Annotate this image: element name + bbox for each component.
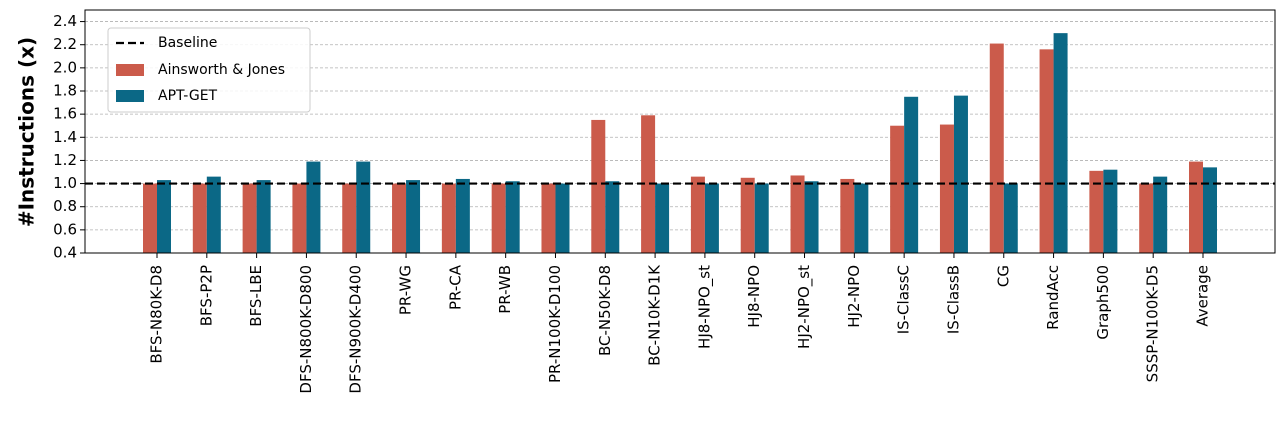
bar	[605, 181, 620, 253]
bar	[491, 183, 506, 253]
bar	[206, 176, 221, 253]
bar	[256, 180, 271, 253]
bar	[1139, 183, 1154, 253]
bar	[555, 183, 570, 253]
bar	[143, 183, 157, 253]
y-tick-label: 1.0	[53, 174, 77, 192]
bar	[292, 183, 307, 253]
x-tick-label: DFS-N900K-D400	[347, 265, 365, 394]
bar	[1053, 33, 1068, 254]
y-tick-label: 2.2	[53, 35, 77, 53]
y-tick-label: 1.6	[53, 105, 77, 123]
x-tick-label: IS-ClassB	[944, 265, 962, 334]
x-tick-label: CG	[994, 265, 1012, 287]
x-tick-label: HJ2-NPO_st	[795, 265, 814, 349]
legend-label: Ainsworth & Jones	[158, 62, 285, 78]
y-tick-label: 1.4	[53, 128, 77, 146]
bar	[655, 183, 670, 253]
legend-swatch	[116, 64, 144, 76]
bar	[406, 180, 421, 253]
x-tick-label: PR-N100K-D100	[546, 265, 564, 383]
bar	[505, 181, 520, 253]
x-tick-label: PR-CA	[446, 264, 464, 310]
bar	[1203, 167, 1217, 253]
x-tick-label: HJ2-NPO	[845, 265, 863, 328]
bar	[242, 183, 257, 253]
bar	[704, 183, 719, 253]
x-tick-label: BFS-N80K-D8	[148, 265, 166, 364]
bar	[541, 183, 556, 253]
bar	[890, 125, 905, 253]
bar	[740, 177, 755, 253]
y-tick-label: 0.8	[53, 197, 77, 215]
bar	[804, 181, 819, 253]
x-tick-label: PR-WG	[397, 265, 415, 315]
y-tick-label: 2.4	[53, 12, 77, 30]
bar	[1003, 183, 1018, 253]
x-tick-label: Average	[1194, 265, 1212, 327]
bar	[754, 183, 769, 253]
x-tick-label: BC-N10K-D1K	[646, 264, 664, 366]
bar	[356, 161, 371, 253]
x-tick-label: BC-N50K-D8	[596, 265, 614, 356]
bar	[1189, 161, 1203, 253]
bar	[1103, 169, 1118, 253]
x-tick-label: IS-ClassC	[895, 265, 913, 334]
y-tick-label: 0.4	[53, 244, 77, 262]
bar	[1153, 176, 1168, 253]
y-tick-label: 0.6	[53, 220, 77, 238]
legend-label: Baseline	[158, 35, 217, 51]
legend-swatch	[116, 90, 144, 102]
bar	[591, 119, 606, 253]
x-tick-label: RandAcc	[1044, 265, 1062, 330]
x-tick-label: HJ8-NPO_st	[695, 265, 714, 349]
y-tick-label: 1.8	[53, 82, 77, 100]
x-tick-label: SSSP-N100K-D5	[1144, 265, 1162, 382]
x-tick-label: BFS-LBE	[247, 265, 265, 327]
x-tick-label: PR-WB	[496, 265, 514, 314]
bar	[840, 178, 855, 253]
bar	[854, 183, 869, 253]
y-axis-label: #Instructions (x)	[15, 37, 39, 227]
bar	[939, 124, 954, 253]
legend-label: APT-GET	[158, 88, 218, 104]
bar	[392, 183, 407, 253]
bar	[157, 180, 171, 253]
bar	[192, 183, 207, 253]
bar	[641, 115, 656, 253]
legend-box	[107, 27, 311, 113]
x-tick-label: Graph500	[1094, 265, 1112, 340]
bar	[953, 95, 968, 253]
bar	[306, 161, 321, 253]
x-tick-label: DFS-N800K-D800	[297, 265, 315, 394]
plot-frame	[84, 9, 1276, 254]
bar	[342, 183, 357, 253]
y-tick-label: 1.2	[53, 151, 77, 169]
bar	[989, 43, 1004, 253]
bar	[1089, 170, 1104, 253]
x-tick-label: HJ8-NPO	[745, 265, 763, 328]
bar	[690, 176, 705, 253]
bar	[441, 183, 456, 253]
x-tick-label: BFS-P2P	[197, 265, 215, 326]
bar	[1039, 49, 1054, 253]
bar	[904, 96, 919, 254]
y-tick-label: 2.0	[53, 58, 77, 76]
bar	[790, 175, 805, 253]
bar	[455, 178, 470, 253]
